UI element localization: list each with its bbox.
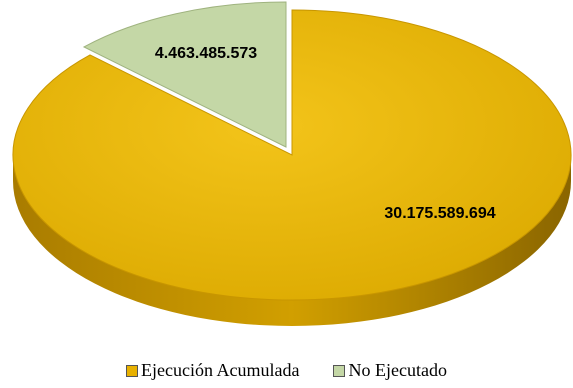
data-label-no-ejecutado: 4.463.485.573 (155, 45, 257, 62)
pie-chart: 30.175.589.694 4.463.485.573 (12, 1, 572, 326)
slice-no-ejecutado (82, 1, 287, 148)
legend-item-ejecucion: Ejecución Acumulada (126, 360, 299, 381)
legend-label-no-ejecutado: No Ejecutado (348, 360, 447, 380)
legend-item-no-ejecutado: No Ejecutado (333, 360, 447, 381)
data-label-ejecucion-acumulada: 30.175.589.694 (384, 205, 495, 222)
legend: Ejecución Acumulada No Ejecutado (0, 360, 573, 381)
slice-side-ejecucion-acumulada (13, 155, 571, 326)
legend-label-ejecucion: Ejecución Acumulada (141, 360, 300, 380)
slice-ejecucion-acumulada (12, 9, 572, 301)
legend-swatch-no-ejecutado (333, 364, 346, 377)
legend-swatch-ejecucion (126, 364, 139, 377)
